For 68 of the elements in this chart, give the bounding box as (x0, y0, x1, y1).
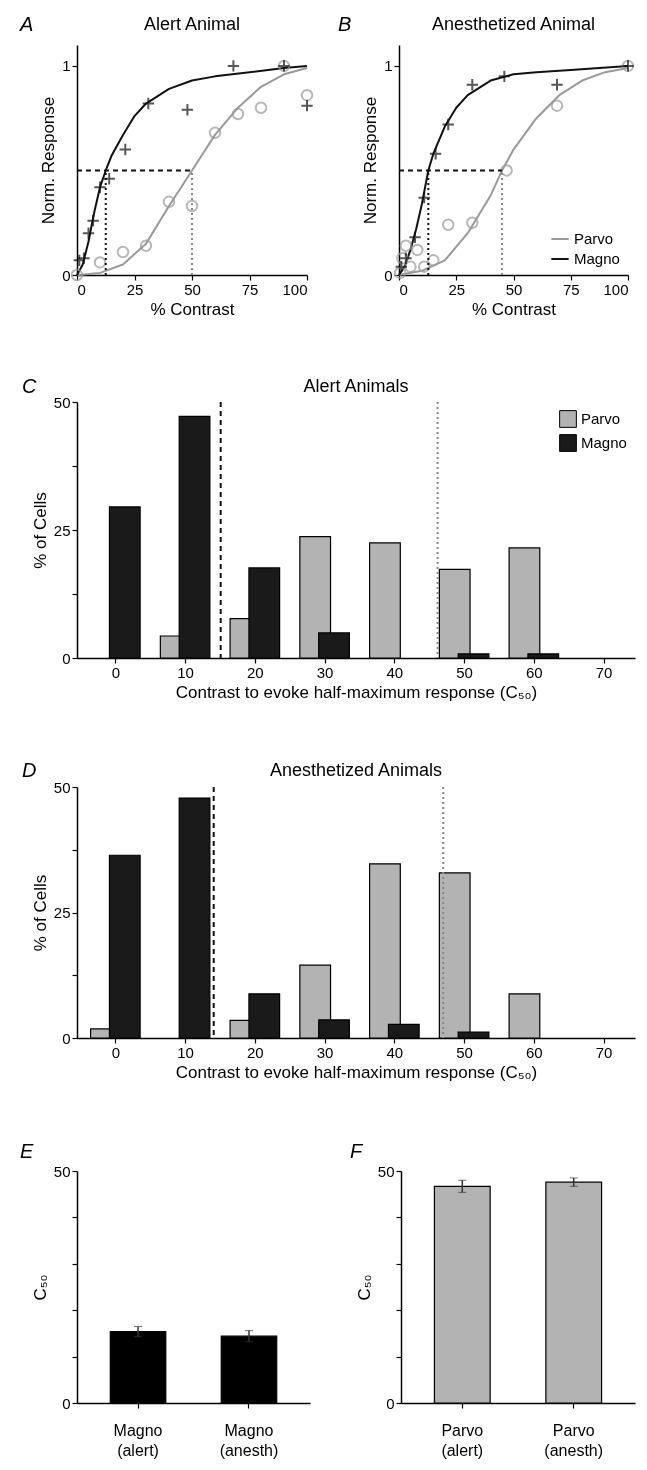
y-tick-label: 0 (386, 1394, 395, 1412)
y-tick-label: 0 (62, 266, 71, 284)
x-axis-title: Contrast to evoke half-maximum response (C₅₀) (175, 682, 538, 702)
text: B (338, 13, 352, 35)
x-tick-label: 100 (282, 280, 308, 298)
y-axis-title: % of Cells (30, 874, 50, 952)
x-tick-label: 10 (177, 663, 194, 681)
y-tick-label: 1 (384, 57, 393, 75)
x-tick-label: Magno (alert) (113, 1421, 163, 1459)
x-tick-label: 0 (399, 280, 408, 298)
text: E (20, 1140, 34, 1162)
y-tick-label: 0 (384, 266, 393, 284)
y-tick-label: 1 (62, 57, 71, 75)
text: A (19, 13, 34, 35)
text: C (22, 375, 37, 397)
legend-label: Parvo (574, 230, 614, 247)
x-tick-label: 75 (562, 280, 580, 298)
x-tick-label: 75 (241, 280, 259, 298)
y-tick-label: 0 (62, 1394, 71, 1412)
x-tick-label: 60 (526, 1043, 543, 1061)
y-axis-title: C₅₀ (354, 1274, 374, 1301)
legend-label: Parvo (581, 410, 621, 427)
x-tick-label: 60 (526, 663, 543, 681)
text: F (350, 1140, 364, 1162)
x-tick-label: 50 (456, 1043, 473, 1061)
x-tick-label: 50 (505, 280, 523, 298)
x-tick-label: Magno (anesth) (219, 1421, 279, 1459)
chart-title: Alert Animal (143, 14, 241, 34)
x-tick-label: 50 (456, 663, 473, 681)
x-tick-label: 40 (386, 663, 404, 681)
chart-title: Alert Animals (303, 376, 409, 396)
x-tick-label: 30 (316, 663, 334, 681)
y-axis-title: C₅₀ (30, 1274, 50, 1301)
y-tick-label: 25 (53, 521, 71, 539)
x-tick-label: 20 (247, 663, 264, 681)
x-tick-label: 10 (177, 1043, 194, 1061)
chart-title: Anesthetized Animals (269, 760, 443, 780)
chart-title: Anesthetized Animal (431, 14, 596, 34)
x-tick-label: 0 (77, 280, 86, 298)
x-tick-label: 0 (111, 663, 121, 681)
x-tick-label: 100 (603, 280, 629, 298)
x-axis-title: % Contrast (150, 299, 235, 319)
y-tick-label: 0 (62, 1029, 71, 1047)
x-tick-label: 30 (316, 1043, 334, 1061)
y-tick-label: 50 (53, 1162, 71, 1180)
x-tick-label: 40 (386, 1043, 404, 1061)
x-tick-label: 70 (595, 663, 613, 681)
x-tick-label: 25 (126, 280, 144, 298)
x-tick-label: Parvo (anesth) (544, 1421, 604, 1459)
x-tick-label: 20 (247, 1043, 264, 1061)
y-tick-label: 50 (53, 393, 71, 411)
y-tick-label: 25 (53, 904, 71, 921)
y-axis-title: % of Cells (30, 492, 50, 569)
text: D (22, 759, 37, 781)
y-tick-label: 0 (62, 649, 71, 667)
x-axis-title: Contrast to evoke half-maximum response (C₅₀) (175, 1062, 538, 1082)
y-tick-label: 50 (377, 1162, 395, 1180)
x-axis-title: % Contrast (471, 299, 557, 319)
legend-label: Magno (581, 434, 627, 451)
x-tick-label: Parvo (alert) (441, 1421, 484, 1459)
y-tick-label: 50 (53, 778, 71, 796)
x-tick-label: 50 (184, 280, 201, 298)
x-tick-label: 70 (595, 1043, 613, 1061)
x-tick-label: 25 (448, 280, 466, 298)
y-axis-title: Norm. Response (39, 96, 59, 225)
y-axis-title: Norm. Response (361, 96, 381, 225)
legend-label: Magno (574, 250, 620, 267)
x-tick-label: 0 (111, 1043, 121, 1061)
